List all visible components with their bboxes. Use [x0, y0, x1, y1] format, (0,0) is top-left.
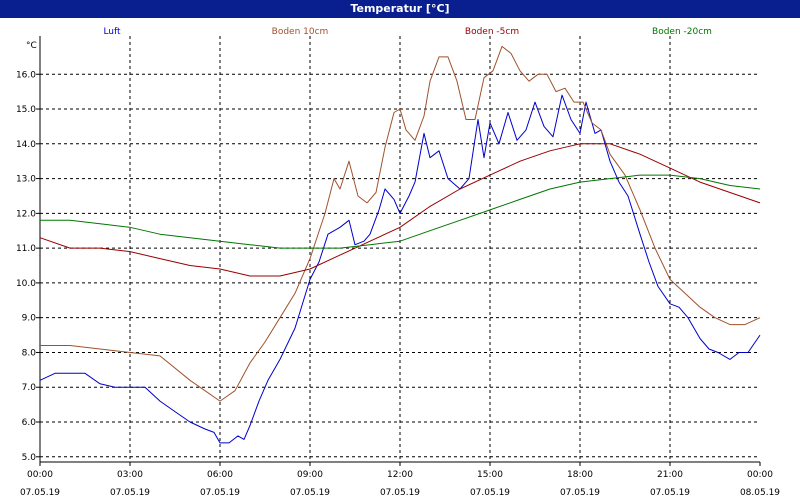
legend-entry: Luft — [103, 27, 121, 37]
x-tick-time-label: 00:00 — [27, 470, 53, 480]
y-tick-label: 11.0 — [16, 244, 36, 254]
x-tick-date-label: 07.05.19 — [290, 488, 330, 498]
series-lines — [39, 45, 761, 444]
y-tick-label: 5.0 — [22, 453, 37, 463]
x-tick-time-label: 06:00 — [207, 470, 233, 480]
x-tick-time-label: 21:00 — [657, 470, 683, 480]
x-tick-date-label: 07.05.19 — [560, 488, 600, 498]
y-tick-label: 10.0 — [16, 279, 36, 289]
y-tick-label: 15.0 — [16, 105, 36, 115]
legend: Luft Boden 10cm Boden -5cm Boden -20cm — [103, 27, 712, 37]
y-tick-label: 9.0 — [22, 314, 37, 324]
x-tick-time-label: 18:00 — [567, 470, 593, 480]
chart-title-bar: Temperatur [°C] — [0, 0, 800, 18]
x-tick-time-label: 00:00 — [747, 470, 773, 480]
grid — [40, 36, 760, 462]
y-tick-label: 8.0 — [22, 348, 37, 358]
x-tick-date-label: 07.05.19 — [20, 488, 60, 498]
series-line-luft — [39, 94, 761, 444]
x-tick-date-label: 07.05.19 — [650, 488, 690, 498]
x-tick-date-label: 07.05.19 — [110, 488, 150, 498]
series-line-boden-5cm — [39, 143, 761, 277]
legend-entry: Boden -20cm — [652, 27, 712, 37]
x-tick-time-label: 12:00 — [387, 470, 413, 480]
chart-title: Temperatur [°C] — [350, 2, 450, 15]
series-line-boden-20cm — [40, 174, 761, 249]
legend-entry: Boden -5cm — [465, 27, 519, 37]
y-tick-label: 16.0 — [16, 70, 36, 80]
x-tick-date-label: 07.05.19 — [200, 488, 240, 498]
y-tick-label: 6.0 — [22, 418, 37, 428]
legend-entry: Boden 10cm — [272, 27, 329, 37]
y-tick-label: 13.0 — [16, 175, 36, 185]
temperature-chart: 5.0 6.0 7.0 8.0 9.0 10.0 11.0 12.0 13.0 14.0 15.0 1… — [16, 27, 780, 498]
y-tick-label: 7.0 — [22, 383, 37, 393]
y-tick-label: 14.0 — [16, 140, 36, 150]
y-tick-label: 12.0 — [16, 209, 36, 219]
series-line-boden-10cm — [40, 45, 761, 402]
x-tick-date-label: 08.05.19 — [740, 488, 780, 498]
y-axis-label: °C — [26, 41, 37, 51]
x-tick-time-label: 15:00 — [477, 470, 503, 480]
x-tick-date-label: 07.05.19 — [470, 488, 510, 498]
x-tick-time-label: 09:00 — [297, 470, 323, 480]
x-tick-date-label: 07.05.19 — [380, 488, 420, 498]
axes: 5.0 6.0 7.0 8.0 9.0 10.0 11.0 12.0 13.0 14.0 15.0 1… — [16, 36, 780, 498]
x-tick-time-label: 03:00 — [117, 470, 143, 480]
